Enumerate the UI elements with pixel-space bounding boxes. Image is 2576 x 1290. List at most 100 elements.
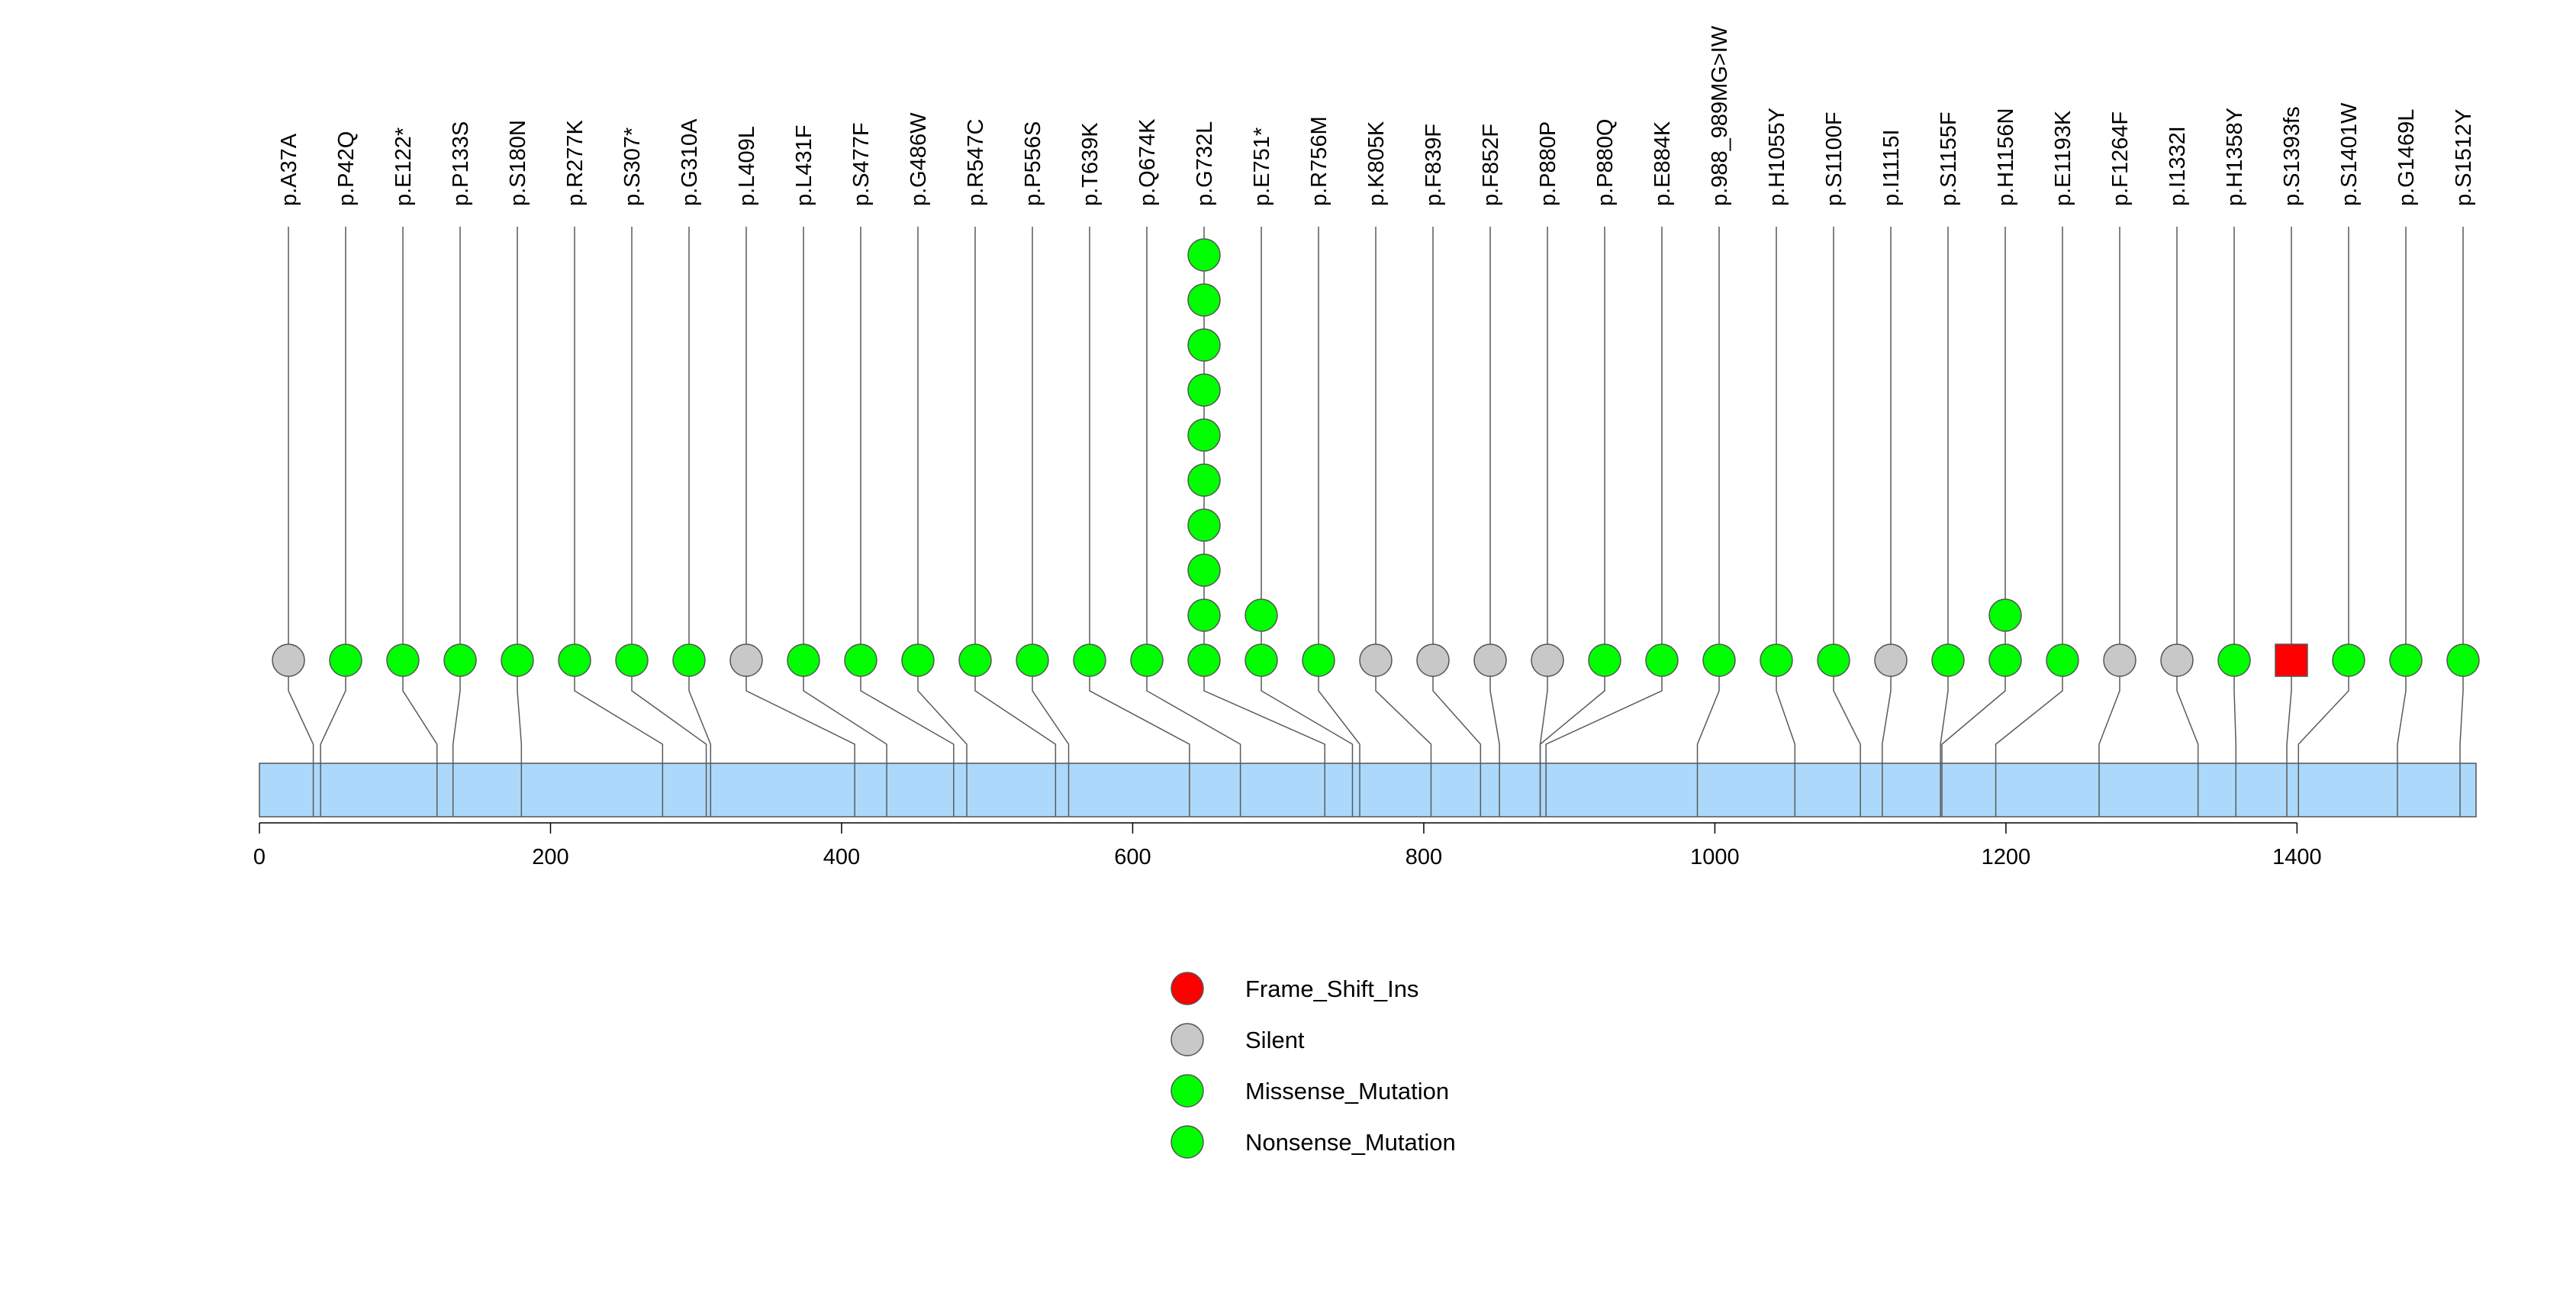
legend-swatch — [1170, 972, 1204, 1005]
mutation-marker — [958, 643, 992, 677]
mutation-marker — [1473, 643, 1507, 677]
mutation-label: p.R277K — [563, 119, 588, 206]
mutation-label: p.A37A — [277, 133, 301, 206]
mutation-marker — [1245, 598, 1278, 632]
legend-swatch — [1170, 1125, 1204, 1159]
mutation-marker — [844, 643, 877, 677]
x-axis-tick-label: 400 — [823, 845, 860, 869]
mutation-marker — [1988, 643, 2022, 677]
mutation-marker — [443, 643, 477, 677]
protein-domain-bar — [259, 763, 2477, 818]
mutation-marker — [1187, 283, 1221, 317]
legend-label: Frame_Shift_Ins — [1245, 976, 1418, 1002]
mutation-marker — [2046, 643, 2079, 677]
mutation-marker — [386, 643, 420, 677]
x-axis-tick-label: 600 — [1114, 845, 1151, 869]
mutation-marker — [1531, 643, 1564, 677]
lollipop-stems — [288, 227, 2464, 660]
legend-swatch — [1170, 1023, 1204, 1056]
mutation-label: p.P42Q — [334, 131, 359, 206]
mutation-marker — [1187, 418, 1221, 452]
mutation-label: p.T639K — [1078, 122, 1103, 206]
mutation-label: p.F852F — [1479, 124, 1503, 206]
mutation-label: p.P880P — [1536, 121, 1560, 206]
legend-label: Nonsense_Mutation — [1245, 1129, 1456, 1156]
mutation-label: p.S1401W — [2337, 102, 2362, 206]
mutation-marker — [1645, 643, 1679, 677]
mutation-label: p.F1264F — [2108, 111, 2133, 206]
mutation-label: p.I1332I — [2165, 126, 2190, 206]
mutation-marker — [272, 643, 305, 677]
legend-label: Missense_Mutation — [1245, 1078, 1449, 1105]
mutation-label: p.G1469L — [2394, 109, 2419, 206]
connector-line — [860, 660, 955, 763]
mutation-marker — [1359, 643, 1393, 677]
mutation-label: p.F839F — [1422, 124, 1446, 206]
mutation-label: p.H1156N — [1994, 108, 2018, 206]
connector-line — [1375, 660, 1432, 763]
x-axis-tick-label: 0 — [253, 845, 266, 869]
mutation-label: p.G310A — [678, 118, 702, 206]
mutation-label: p.L431F — [792, 125, 816, 206]
connector-line — [1089, 660, 1190, 763]
mutation-label: p.E751* — [1250, 127, 1274, 206]
mutation-label: p.S1155F — [1937, 111, 1961, 206]
mutation-marker — [329, 643, 362, 677]
mutation-marker — [901, 643, 935, 677]
mutation-label: p.S307* — [620, 127, 645, 206]
mutation-labels: p.A37A p.P42Q p.E122* p.P133S p.S180N p.R277K… — [277, 25, 2476, 206]
mutation-label: p.E884K — [1650, 121, 1675, 206]
legend-label: Silent — [1245, 1027, 1305, 1053]
mutation-label: p.R756M — [1307, 116, 1331, 206]
mutation-marker — [1130, 643, 1164, 677]
frame-shift-marker — [2275, 643, 2308, 677]
mutation-marker — [1187, 553, 1221, 587]
mutation-label: p.S180N — [506, 120, 530, 206]
x-axis-tick-label: 1200 — [1982, 845, 2031, 869]
mutation-label: p.G486W — [906, 112, 931, 206]
mutation-marker — [672, 643, 706, 677]
mutation-label: p.G732L — [1193, 121, 1217, 206]
connector-line — [631, 660, 707, 763]
mutation-marker — [1760, 643, 1793, 677]
mutation-marker — [615, 643, 649, 677]
mutation-marker — [1874, 643, 1908, 677]
mutation-label: p.R547C — [964, 119, 988, 206]
mutation-marker — [2217, 643, 2251, 677]
mutation-label: p.P880Q — [1593, 119, 1618, 206]
mutation-marker — [1931, 643, 1965, 677]
mutation-marker — [1187, 463, 1221, 497]
mutation-marker — [729, 643, 763, 677]
mutation-marker — [1187, 373, 1221, 407]
mutation-marker — [1817, 643, 1850, 677]
mutation-label: p.P556S — [1021, 121, 1045, 206]
mutation-label: p.E122* — [391, 127, 416, 206]
mutation-label: p.L409L — [735, 126, 759, 206]
connector-line — [574, 660, 664, 763]
mutation-label: p.E1193K — [2051, 110, 2075, 206]
mutation-marker — [1416, 643, 1450, 677]
x-axis-tick-label: 800 — [1406, 845, 1442, 869]
mutation-label: p.S1512Y — [2452, 109, 2476, 206]
mutation-marker — [2389, 643, 2423, 677]
mutation-marker — [2103, 643, 2136, 677]
protein-domain-layer — [259, 763, 2477, 818]
mutation-label: p.K805K — [1364, 121, 1389, 206]
x-axis-tick-label: 1000 — [1690, 845, 1740, 869]
mutation-marker — [1302, 643, 1335, 677]
mutation-marker — [1588, 643, 1621, 677]
connector-line — [917, 660, 968, 763]
mutation-marker — [1073, 643, 1106, 677]
mutation-label: p.I1115I — [1879, 129, 1904, 206]
mutation-marker — [501, 643, 534, 677]
mutation-label: p.P133S — [449, 121, 473, 206]
mutation-label: p.988_989MG>IW — [1708, 25, 1732, 206]
x-axis-tick-label: 200 — [532, 845, 568, 869]
mutation-marker — [1187, 238, 1221, 272]
mutation-marker — [1245, 643, 1278, 677]
mutation-marker — [787, 643, 820, 677]
mutation-label: p.H1055Y — [1765, 108, 1789, 206]
mutation-label: p.Q674K — [1135, 118, 1160, 206]
connector-line — [1261, 660, 1354, 763]
